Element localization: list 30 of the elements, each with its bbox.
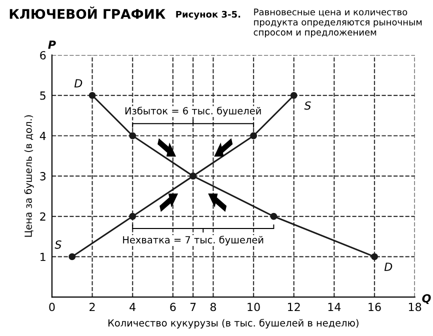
x-tick-label: 8	[210, 302, 216, 312]
x-tick-label: 4	[130, 302, 136, 312]
y-tick-label: 3	[40, 172, 46, 180]
text: P	[48, 40, 56, 49]
x-tick-label: 16	[368, 302, 381, 312]
series-label: D	[384, 262, 392, 271]
y-axis-title: Цена за бушель (в дол.)	[24, 115, 34, 237]
chart-subtitle: Рисунок 3-5.	[176, 10, 240, 20]
x-tick-label: 14	[328, 302, 341, 312]
x-tick-label: 0	[49, 302, 55, 312]
x-tick-label: 18	[408, 302, 422, 312]
text: S	[54, 240, 62, 249]
y-tick-label: 2	[40, 212, 46, 221]
series-label: S	[304, 101, 311, 110]
x-tick-label: 2	[90, 302, 95, 312]
y-tick-label: 4	[40, 132, 46, 140]
x-axis-title: Количество кукурузы (в тыс. бушелей в неделю)	[108, 318, 358, 328]
annotation: Нехватка = 7 тыс. бушелей	[123, 236, 264, 246]
text: Q	[422, 294, 431, 304]
text: D	[74, 79, 82, 88]
y-tick-label: 5	[40, 92, 46, 100]
x-tick-label: 6	[170, 302, 176, 312]
chart-title: КЛЮЧЕВОЙ ГРАФИК	[10, 6, 166, 19]
x-tick-label: 10	[248, 302, 260, 312]
text: Равновесные цена и количество продукта определяются рыночным спросом и предложением	[254, 8, 422, 38]
y-tick-label: 1	[40, 252, 46, 261]
y-tick-label: 6	[40, 51, 46, 60]
x-tick-label: 12	[288, 302, 300, 312]
x-tick-label: 7	[190, 302, 196, 312]
annotation: Избыток = 6 тыс. бушелей	[125, 106, 261, 116]
